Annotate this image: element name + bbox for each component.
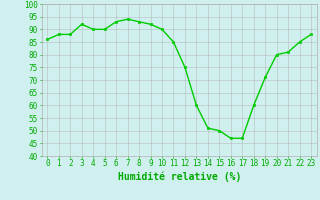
X-axis label: Humidité relative (%): Humidité relative (%)	[117, 171, 241, 182]
